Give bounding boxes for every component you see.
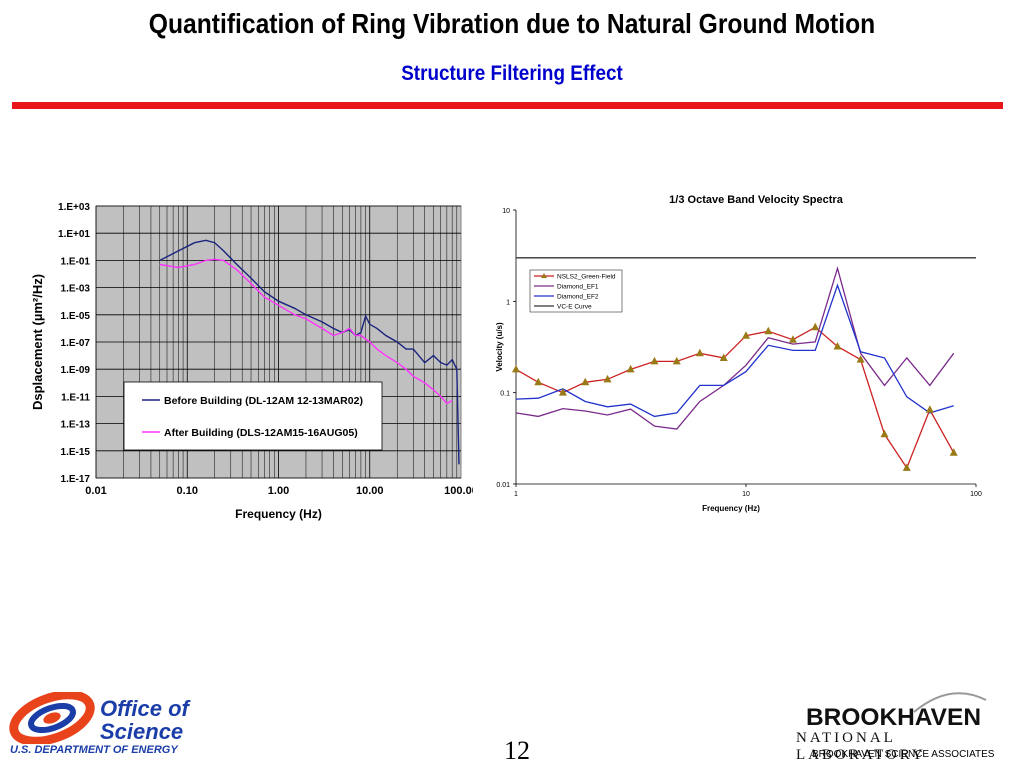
chart1-series-line-1 [159,258,453,405]
doe-logo-line3: U.S. DEPARTMENT OF ENERGY [10,744,178,756]
chart2-legend: NSLS2_Green-Field Diamond_EF1 Diamond_EF2 V… [529,269,623,313]
doe-logo-line1: Office of [100,696,189,721]
national-laboratory-text: NATIONAL LABORATORY [796,730,926,763]
chart1-x-tick-label: 0.10 [177,485,198,497]
chart2-series-line-0 [515,326,955,470]
chart1-y-tick-label: 1.E-03 [61,284,91,295]
chart2-nsls2-marker [788,335,797,343]
brookhaven-name: BROOKHAVEN [806,704,981,731]
chart2-nsls2-marker [764,326,773,335]
chart2-nsls2-marker [833,342,842,350]
chart2-y-tick-label: 10 [502,208,510,215]
chart2-nsls2-marker [811,322,820,331]
chart2-legend-label-2: Diamond_EF2 [557,294,599,301]
chart2-background [490,188,990,518]
chart1-legend: Before Building (DL-12AM 12-13MAR02) Afte… [123,381,383,451]
brookhaven-arc-icon [913,692,987,713]
chart2-x-tick-label: 1 [514,491,518,498]
chart2-nsls2-marker [512,364,520,373]
chart2-legend-marker [541,273,547,278]
chart1-y-tick-label: 1.E+03 [58,202,90,213]
chart2-nsls2-marker [581,377,590,386]
chart2-nsls2-marker [695,348,704,357]
brookhaven-science-associates-text: BROOKHAVEN SCIENCE ASSOCIATES [812,749,995,760]
chart2-y-tick-label: 0.1 [500,391,510,398]
chart1-y-tick-label: 1.E-09 [61,365,91,376]
chart2-legend-label-3: VC-E Curve [557,304,592,311]
chart2-nsls2-marker [650,356,659,365]
chart2-x-tick-label: 10 [742,491,750,498]
chart2-nsls2-marker [880,429,889,438]
chart1-y-tick-label: 1.E-11 [61,392,90,403]
title-divider-bar [12,102,1003,109]
chart2-x-axis-label: Frequency (Hz) [702,504,760,513]
doe-office-of-science-logo: Office of Science U.S. DEPARTMENT OF ENE… [8,692,223,762]
page-number: 12 [504,736,530,765]
chart2-legend-label-0: NSLS2_Green-Field [557,274,616,281]
chart1-y-tick-label: 1.E-01 [61,256,91,267]
doe-logo-line2: Science [100,719,184,744]
slide-title: Quantification of Ring Vibration due to … [148,8,876,39]
chart1-y-tick-label: 1.E-17 [61,474,91,485]
displacement-chart: 1.E-17 1.E-15 1.E-13 1.E-11 1.E-09 1.E-07 1.E-… [8,190,473,538]
chart2-nsls2-marker [672,356,681,365]
brookhaven-logo: BROOKHAVEN NATIONAL LABORATORY BROOKHAVE… [790,688,1018,766]
chart1-y-tick-label: 1.E-15 [61,447,91,458]
chart1-y-tick-label: 1.E-13 [61,420,91,431]
doe-swirl-icon [9,692,95,744]
chart2-nsls2-marker [949,448,958,456]
chart2-nsls2-marker [534,377,543,386]
chart1-y-tick-label: 1.E-05 [61,311,91,322]
chart2-nsls2-marker [558,388,567,396]
chart2-y-tick-label: 1 [506,299,510,306]
chart2-y-tick-label: 0.01 [496,482,510,489]
chart1-x-tick-label: 0.01 [85,485,106,497]
chart1-legend-label-1: After Building (DLS-12AM15-16AUG05) [164,427,358,439]
chart2-series-line-1 [515,265,955,430]
chart2-nsls2-marker [742,331,750,339]
chart2-series-line-2 [515,283,954,418]
chart1-x-axis-label: Frequency (Hz) [235,507,322,521]
chart1-x-tick-label: 10.00 [356,485,384,497]
chart2-nsls2-marker [902,463,911,471]
velocity-spectra-chart: 1/3 Octave Band Velocity Spectra 0.01 0.1 1… [490,188,990,518]
chart1-x-tick-label: 100.00 [444,485,473,497]
chart2-nsls2-marker [626,364,635,373]
chart2-nsls2-marker [856,355,865,363]
chart2-nsls2-marker [719,353,728,361]
chart1-y-tick-label: 1.E+01 [58,229,90,240]
chart1-legend-box [123,381,383,451]
slide-subtitle: Structure Filtering Effect [401,62,623,85]
chart2-y-axis-label: Velocity (u/s) [495,322,504,372]
chart1-y-tick-label: 1.E-07 [61,338,91,349]
chart2-nsls2-marker [603,374,612,383]
chart2-legend-label-1: Diamond_EF1 [557,284,599,291]
chart1-x-tick-label: 1.00 [268,485,289,497]
chart1-y-axis-label: Dsplacement (µm²/Hz) [30,274,45,410]
chart2-title: 1/3 Octave Band Velocity Spectra [669,194,844,206]
chart2-x-tick-label: 100 [970,491,982,498]
chart2-nsls2-marker [925,405,934,413]
chart1-legend-label-0: Before Building (DL-12AM 12-13MAR02) [164,395,363,407]
